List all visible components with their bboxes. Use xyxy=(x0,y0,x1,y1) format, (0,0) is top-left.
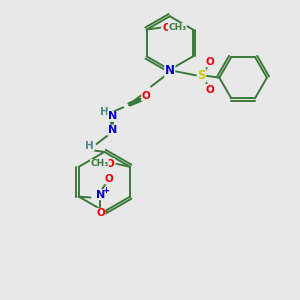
Text: N: N xyxy=(96,190,105,200)
Text: ⁻: ⁻ xyxy=(103,209,108,218)
Text: N: N xyxy=(165,64,175,77)
Text: O: O xyxy=(162,22,171,33)
Text: N: N xyxy=(108,125,117,135)
Text: CH₃: CH₃ xyxy=(168,23,187,32)
Text: O: O xyxy=(142,91,150,100)
Text: CH₃: CH₃ xyxy=(90,159,109,168)
Text: S: S xyxy=(197,69,206,82)
Text: H: H xyxy=(100,107,109,117)
Text: H: H xyxy=(85,141,94,151)
Text: +: + xyxy=(102,186,109,195)
Text: O: O xyxy=(205,57,214,67)
Text: O: O xyxy=(96,208,105,218)
Text: O: O xyxy=(104,174,113,184)
Text: O: O xyxy=(205,85,214,94)
Text: O: O xyxy=(106,159,115,169)
Text: N: N xyxy=(108,111,117,121)
